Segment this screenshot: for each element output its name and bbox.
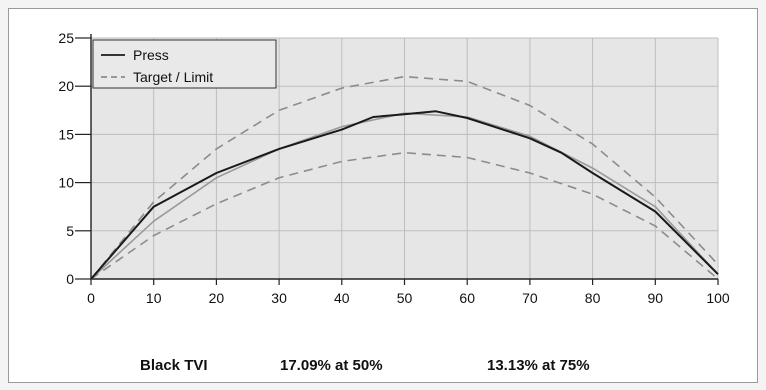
- tvi-summary: Black TVI 17.09% at 50% 13.13% at 75%: [0, 351, 766, 379]
- x-tick-label: 100: [706, 290, 730, 306]
- y-tick-label: 25: [58, 30, 74, 46]
- grid: [90, 37, 719, 280]
- x-tick-label: 40: [334, 290, 350, 306]
- tvi-value-75: 13.13% at 75%: [487, 357, 590, 374]
- y-tick-label: 20: [58, 78, 74, 94]
- y-tick-label: 0: [66, 271, 74, 287]
- x-tick-label: 10: [146, 290, 162, 306]
- x-tick-label: 80: [585, 290, 601, 306]
- series-line: [90, 75, 719, 280]
- x-tick-label: 70: [522, 290, 538, 306]
- tvi-label: Black TVI: [140, 357, 208, 374]
- axes: 0 5 10 15 20 25 0 10 20 30 40 50 60 70 80 90 100: [58, 30, 729, 306]
- legend-box: [92, 39, 277, 89]
- y-tick-label: 15: [58, 126, 74, 142]
- x-tick-label: 50: [397, 290, 413, 306]
- y-tick-label: 10: [58, 175, 74, 191]
- legend: Press Target / Limit: [92, 39, 277, 89]
- x-tick-label: 20: [209, 290, 225, 306]
- x-tick-label: 90: [648, 290, 664, 306]
- series-line: [90, 151, 719, 280]
- y-tick-label: 5: [66, 223, 74, 239]
- x-tick-label: 60: [459, 290, 475, 306]
- legend-label: Target / Limit: [133, 69, 213, 85]
- x-tick-label: 0: [87, 290, 95, 306]
- series-line: [90, 110, 719, 280]
- legend-label: Press: [133, 47, 169, 63]
- x-tick-label: 30: [271, 290, 287, 306]
- tvi-value-50: 17.09% at 50%: [280, 357, 383, 374]
- series-layer: [90, 75, 719, 280]
